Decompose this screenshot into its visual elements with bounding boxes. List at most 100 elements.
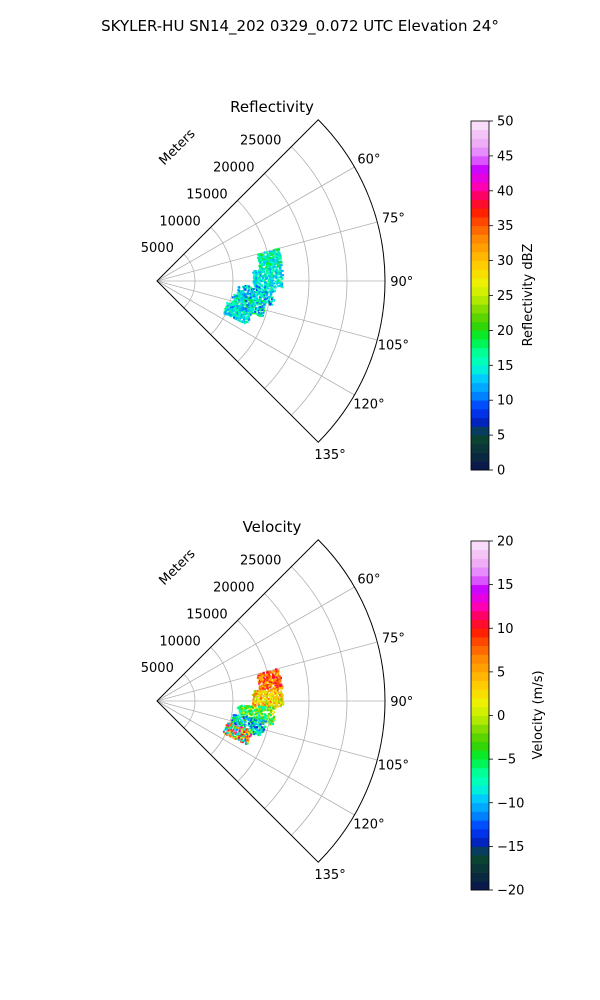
echo-gate xyxy=(275,702,278,705)
echo-gate xyxy=(269,302,272,305)
reflectivity-meters-label: Meters xyxy=(157,126,199,168)
echo-gate xyxy=(271,266,274,269)
echo-gate xyxy=(251,293,254,296)
echo-gate xyxy=(275,269,278,271)
echo-gate xyxy=(271,681,273,684)
echo-gate xyxy=(252,718,255,721)
echo-gate xyxy=(263,683,266,686)
echo-gate xyxy=(242,716,245,719)
radial-tick-label: 5000 xyxy=(141,661,174,676)
echo-gate xyxy=(253,270,256,273)
echo-gate xyxy=(233,294,236,296)
echo-gate xyxy=(237,717,239,720)
azimuth-tick-label: 90° xyxy=(390,695,413,710)
echo-gate xyxy=(241,295,244,298)
echo-gate xyxy=(268,257,271,259)
colorbar-segment xyxy=(471,295,489,305)
echo-gate xyxy=(240,733,243,736)
echo-gate xyxy=(267,287,270,290)
echo-gate xyxy=(261,688,264,691)
echo-gate xyxy=(259,265,262,268)
echo-gate xyxy=(262,697,265,700)
echo-gate xyxy=(239,705,242,708)
echo-gate xyxy=(230,303,233,306)
echo-gate xyxy=(270,267,273,269)
colorbar-segment xyxy=(471,820,489,830)
echo-gate xyxy=(253,709,256,712)
echo-gate xyxy=(263,309,266,312)
echo-gate xyxy=(248,297,251,300)
colorbar-tick-label: 15 xyxy=(497,359,514,374)
echo-gate xyxy=(247,309,250,312)
echo-gate xyxy=(244,716,247,718)
echo-gate xyxy=(268,709,271,712)
echo-gate xyxy=(267,702,270,705)
echo-gate xyxy=(258,729,261,732)
echo-gate xyxy=(268,678,271,680)
echo-gate xyxy=(281,284,284,287)
colorbar-segment xyxy=(471,872,489,882)
colorbar-segment xyxy=(471,243,489,253)
echo-gate xyxy=(245,296,248,299)
echo-gate xyxy=(259,283,262,286)
echo-gate xyxy=(260,280,263,282)
echo-gate xyxy=(245,318,248,321)
echo-gate xyxy=(258,732,261,735)
echo-gate xyxy=(275,259,278,262)
echo-gate xyxy=(245,320,248,323)
echo-gate xyxy=(269,671,272,674)
echo-gate xyxy=(264,689,267,692)
echo-gate xyxy=(251,295,254,298)
echo-gate xyxy=(266,678,269,681)
echo-gate xyxy=(235,298,238,301)
echo-gate xyxy=(265,283,267,286)
echo-gate xyxy=(243,309,246,311)
echo-gate xyxy=(248,301,251,303)
echo-gate xyxy=(279,699,282,702)
echo-gate xyxy=(236,719,239,722)
echo-gate xyxy=(237,289,240,292)
echo-gate xyxy=(254,291,257,294)
echo-gate xyxy=(237,738,240,741)
colorbar-segment xyxy=(471,286,489,296)
echo-gate xyxy=(255,709,258,711)
echo-gate xyxy=(264,298,267,301)
echo-gate xyxy=(247,289,250,292)
echo-gate xyxy=(276,248,279,251)
colorbar-tick-label: −20 xyxy=(497,884,524,899)
echo-gate xyxy=(258,676,261,679)
echo-gate xyxy=(274,266,277,269)
echo-gate xyxy=(238,311,241,314)
echo-gate xyxy=(234,312,237,315)
echo-gate xyxy=(250,311,253,314)
echo-gate xyxy=(241,727,244,729)
radial-tick-label: 5000 xyxy=(141,241,174,256)
echo-gate xyxy=(223,732,226,735)
echo-gate xyxy=(267,712,270,715)
colorbar-segment xyxy=(471,147,489,157)
echo-gate xyxy=(268,693,271,696)
echo-gate xyxy=(230,306,232,309)
echo-gate xyxy=(246,316,249,318)
echo-gate xyxy=(228,731,231,734)
colorbar-segment xyxy=(471,129,489,139)
echo-gate xyxy=(272,249,275,252)
echo-gate xyxy=(258,308,261,311)
echo-gate xyxy=(256,297,259,300)
echo-gate xyxy=(269,296,272,299)
echo-gate xyxy=(240,726,243,729)
echo-gate xyxy=(234,297,237,300)
echo-gate xyxy=(252,303,255,306)
echo-gate xyxy=(258,300,261,303)
echo-gate xyxy=(253,282,256,285)
echo-gate xyxy=(273,264,276,267)
colorbar-segment xyxy=(471,426,489,436)
echo-gate xyxy=(271,717,274,720)
azimuth-tick-label: 75° xyxy=(382,212,405,227)
echo-gate xyxy=(248,710,251,713)
echo-gate xyxy=(228,305,231,308)
echo-gate xyxy=(254,273,257,276)
echo-gate xyxy=(270,685,273,688)
echo-gate xyxy=(266,293,269,296)
echo-gate xyxy=(269,268,272,271)
